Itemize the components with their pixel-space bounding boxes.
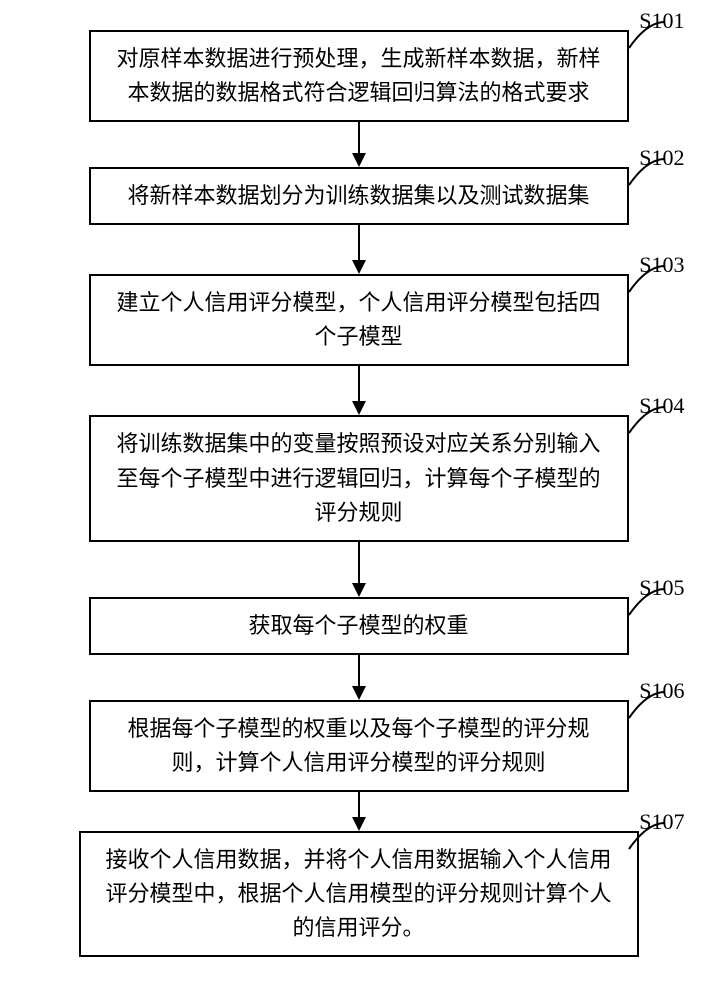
step-box-S101: 对原样本数据进行预处理，生成新样本数据，新样本数据的数据格式符合逻辑回归算法的格… (89, 30, 629, 122)
step-label-S106: S106 (639, 674, 684, 708)
step-label-S103: S103 (639, 248, 684, 282)
arrow-down-icon (352, 225, 366, 274)
arrow-down-icon (352, 655, 366, 700)
step-text: 对原样本数据进行预处理，生成新样本数据，新样本数据的数据格式符合逻辑回归算法的格… (116, 46, 600, 105)
step-text: 接收个人信用数据，并将个人信用数据输入个人信用评分模型中，根据个人信用模型的评分… (105, 847, 611, 940)
arrow-down-icon (352, 122, 366, 167)
step-text: 获取每个子模型的权重 (248, 613, 468, 638)
arrow-head (352, 260, 366, 274)
arrow-down-icon (352, 366, 366, 415)
step-label-S101: S101 (639, 4, 684, 38)
step-wrapper-S102: 将新样本数据划分为训练数据集以及测试数据集S102 (50, 167, 667, 225)
arrow-line (358, 792, 360, 818)
arrow-head (352, 583, 366, 597)
arrow-line (358, 655, 360, 687)
step-wrapper-S103: 建立个人信用评分模型，个人信用评分模型包括四个子模型S103 (50, 274, 667, 366)
step-label-text: S105 (639, 575, 684, 600)
step-box-S107: 接收个人信用数据，并将个人信用数据输入个人信用评分模型中，根据个人信用模型的评分… (79, 831, 639, 957)
step-box-S105: 获取每个子模型的权重S105 (89, 597, 629, 655)
step-label-text: S103 (639, 252, 684, 277)
step-label-S104: S104 (639, 389, 684, 423)
step-label-S105: S105 (639, 571, 684, 605)
step-wrapper-S104: 将训练数据集中的变量按照预设对应关系分别输入至每个子模型中进行逻辑回归，计算每个… (50, 415, 667, 541)
step-box-S102: 将新样本数据划分为训练数据集以及测试数据集S102 (89, 167, 629, 225)
arrow-line (358, 225, 360, 261)
step-label-text: S104 (639, 393, 684, 418)
step-box-S106: 根据每个子模型的权重以及每个子模型的评分规则，计算个人信用评分模型的评分规则S1… (89, 700, 629, 792)
arrow-line (358, 366, 360, 402)
step-wrapper-S105: 获取每个子模型的权重S105 (50, 597, 667, 655)
step-text: 将新样本数据划分为训练数据集以及测试数据集 (127, 183, 589, 208)
arrow-head (352, 686, 366, 700)
arrow-down-icon (352, 542, 366, 597)
arrow-line (358, 122, 360, 154)
step-label-text: S106 (639, 678, 684, 703)
step-text: 根据每个子模型的权重以及每个子模型的评分规则，计算个人信用评分模型的评分规则 (127, 716, 589, 775)
step-label-text: S102 (639, 145, 684, 170)
arrow-down-icon (352, 792, 366, 831)
step-text: 将训练数据集中的变量按照预设对应关系分别输入至每个子模型中进行逻辑回归，计算每个… (116, 431, 600, 524)
arrow-head (352, 401, 366, 415)
arrow-head (352, 153, 366, 167)
step-wrapper-S107: 接收个人信用数据，并将个人信用数据输入个人信用评分模型中，根据个人信用模型的评分… (50, 831, 667, 957)
step-label-S102: S102 (639, 141, 684, 175)
step-label-S107: S107 (639, 805, 684, 839)
flowchart-container: 对原样本数据进行预处理，生成新样本数据，新样本数据的数据格式符合逻辑回归算法的格… (50, 30, 667, 957)
step-label-text: S107 (639, 809, 684, 834)
step-box-S104: 将训练数据集中的变量按照预设对应关系分别输入至每个子模型中进行逻辑回归，计算每个… (89, 415, 629, 541)
arrow-line (358, 542, 360, 584)
step-wrapper-S106: 根据每个子模型的权重以及每个子模型的评分规则，计算个人信用评分模型的评分规则S1… (50, 700, 667, 792)
step-wrapper-S101: 对原样本数据进行预处理，生成新样本数据，新样本数据的数据格式符合逻辑回归算法的格… (50, 30, 667, 122)
step-box-S103: 建立个人信用评分模型，个人信用评分模型包括四个子模型S103 (89, 274, 629, 366)
step-label-text: S101 (639, 8, 684, 33)
arrow-head (352, 817, 366, 831)
step-text: 建立个人信用评分模型，个人信用评分模型包括四个子模型 (116, 290, 600, 349)
